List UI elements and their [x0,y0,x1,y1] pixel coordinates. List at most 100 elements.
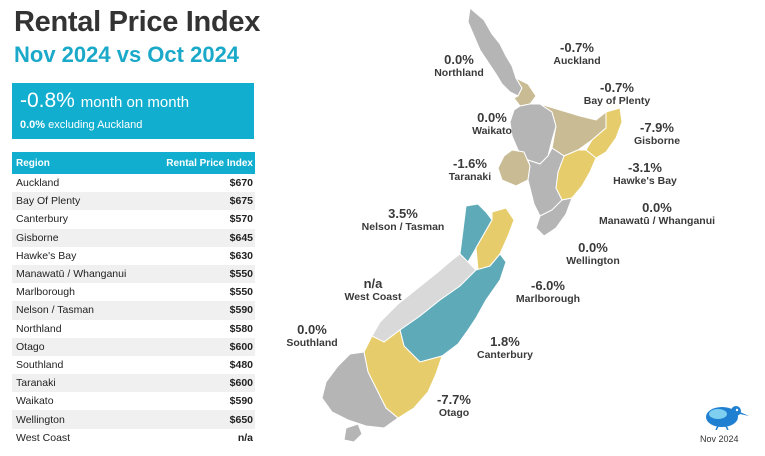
label-southland: 0.0% Southland [280,322,344,349]
label-bop: -0.7% Bay of Plenty [576,80,658,107]
cell-region: Northland [16,322,62,335]
label-bop-pct: -0.7% [600,80,634,95]
label-waikato-name: Waikato [472,125,512,137]
cell-value: $570 [229,213,253,226]
cell-value: $645 [148,228,255,247]
label-wellington-name: Wellington [566,255,620,267]
label-wellington-pct: 0.0% [578,240,608,255]
label-marlborough-pct: -6.0% [531,278,565,293]
table-row: West Coast n/a [12,429,255,447]
label-bop-name: Bay of Plenty [583,95,651,107]
summary-change-label: month on month [80,94,190,111]
table-row: Southland $480 [12,356,255,374]
cell-value: $590 [148,301,255,320]
table-row: Waikato $590 [12,392,255,410]
table-body: Auckland $670 Bay Of Plenty $675 Canterbury $… [12,174,255,447]
cell-region: Manawatū / Whanganui [12,264,149,284]
summary-ex-label: excluding Auckland [48,119,143,131]
label-northland-pct: 0.0% [444,52,474,67]
label-otago: -7.7% Otago [424,392,484,419]
cell-value: $670 [229,177,253,190]
label-otago-pct: -7.7% [437,392,471,407]
label-hawkes: -3.1% Hawke's Bay [606,160,684,187]
label-waikato-pct: 0.0% [477,110,507,125]
col-header-region: Region [12,152,149,174]
label-westcoast: n/a West Coast [336,276,410,303]
region-southland [321,351,399,429]
kiwi-bird-icon [706,406,749,430]
label-manawatu: 0.0% Manawatū / Whanganui [582,200,732,227]
table-row: Nelson / Tasman $590 [12,301,255,320]
region-canterbury [399,253,507,363]
footer-date: Nov 2024 [700,434,739,444]
label-westcoast-name: West Coast [344,291,402,303]
table-row: Bay Of Plenty $675 [12,192,255,211]
table-row: Wellington $650 [12,410,255,429]
cell-region: Nelson / Tasman [12,301,149,320]
label-northland: 0.0% Northland [426,52,492,79]
cell-region: Taranaki [12,374,149,393]
region-taranaki [497,149,531,187]
label-taranaki-pct: -1.6% [453,156,487,171]
table-row: Gisborne $645 [12,228,255,247]
table-row: Marlborough $550 [12,283,255,301]
label-westcoast-pct: n/a [363,276,383,291]
table-row: Auckland $670 [12,174,255,192]
cell-region: Waikato [16,395,54,408]
label-nelson: 3.5% Nelson / Tasman [348,206,458,233]
label-northland-name: Northland [434,67,484,79]
cell-value: $650 [148,410,255,429]
cell-region: Auckland [16,177,60,190]
label-auckland-name: Auckland [553,55,601,67]
label-southland-pct: 0.0% [297,322,327,337]
cell-value: $675 [148,192,255,211]
cell-value: $600 [148,337,255,356]
table-row: Otago $600 [12,337,255,356]
col-header-index: Rental Price Index [148,152,255,174]
page-title: Rental Price Index [14,6,261,38]
label-otago-name: Otago [438,407,470,419]
label-southland-name: Southland [286,337,338,349]
table-row: Taranaki $600 [12,374,255,393]
cell-value: n/a [237,431,253,444]
label-waikato: 0.0% Waikato [462,110,522,137]
cell-value: $480 [229,358,253,371]
table-row: Hawke's Bay $630 [12,247,255,265]
cell-value: $600 [148,374,255,393]
cell-value: $550 [229,286,253,299]
cell-region: West Coast [16,431,71,444]
summary-change-value: -0.8% [20,89,75,112]
cell-region: Wellington [12,410,149,429]
cell-region: Canterbury [16,213,68,226]
label-canterbury-name: Canterbury [476,349,533,361]
label-hawkes-name: Hawke's Bay [613,175,677,187]
label-auckland-pct: -0.7% [560,40,594,55]
label-auckland: -0.7% Auckland [544,40,610,67]
label-manawatu-name: Manawatū / Whanganui [598,215,716,227]
cell-region: Gisborne [12,228,149,247]
label-taranaki-name: Taranaki [448,171,492,183]
table-row: Northland $580 [12,320,255,338]
cell-region: Otago [12,337,149,356]
label-gisborne-pct: -7.9% [640,120,674,135]
summary-change: -0.8% month on month [20,89,189,113]
summary-ex-value: 0.0% [20,119,46,131]
label-canterbury-pct: 1.8% [490,334,520,349]
region-gisborne [585,107,623,159]
cell-value: $550 [148,264,255,284]
label-marlborough-name: Marlborough [515,293,581,305]
region-wellington [535,197,573,237]
label-taranaki: -1.6% Taranaki [440,156,500,183]
table-row: Canterbury $570 [12,210,255,228]
summary-box: -0.8% month on month 0.0% excluding Auck… [12,83,254,139]
cell-region: Southland [16,358,64,371]
table-header-row: Region Rental Price Index [12,152,255,174]
rental-table: Region Rental Price Index Auckland $670 Ba… [12,152,255,447]
region-stewart-island [343,423,363,443]
label-manawatu-pct: 0.0% [642,200,672,215]
cell-region: Bay Of Plenty [12,192,149,211]
cell-region: Marlborough [16,286,75,299]
label-marlborough: -6.0% Marlborough [508,278,588,305]
label-canterbury: 1.8% Canterbury [470,334,540,361]
table-row: Manawatū / Whanganui $550 [12,264,255,284]
